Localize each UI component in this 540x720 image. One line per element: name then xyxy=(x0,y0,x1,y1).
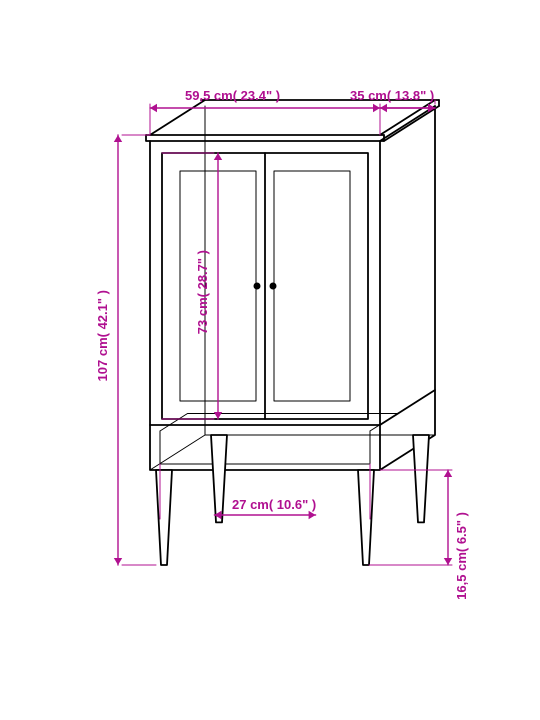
label-leg-h: 16,5 cm( 6.5" ) xyxy=(454,512,469,600)
label-height: 107 cm( 42.1" ) xyxy=(95,290,110,381)
label-depth: 35 cm( 13.8" ) xyxy=(350,88,434,103)
diagram-root: 59,5 cm( 23.4" ) 35 cm( 13.8" ) 107 cm( … xyxy=(0,0,540,720)
label-shelf-w: 27 cm( 10.6" ) xyxy=(232,497,316,512)
diagram-svg xyxy=(0,0,540,720)
label-width: 59,5 cm( 23.4" ) xyxy=(185,88,280,103)
label-door-h: 73 cm( 28.7" ) xyxy=(195,250,210,334)
